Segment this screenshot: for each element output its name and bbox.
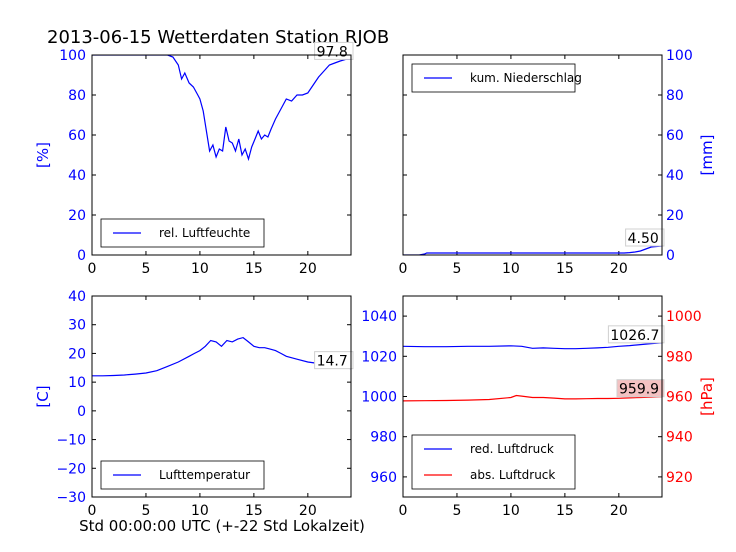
x-tick-label: 10 bbox=[502, 503, 520, 519]
legend-label: rel. Luftfeuchte bbox=[159, 226, 250, 240]
x-tick-label: 5 bbox=[452, 261, 461, 277]
chart-bottom-right: 0 5 10 15 20 960 980 1000 1020 1040 920 940 960 980 10… bbox=[361, 295, 716, 519]
chart-bottom-left: 0 5 10 15 20 −30 −20 −10 0 10 20 30 40 [C] 14.7 Lufttem… bbox=[34, 289, 354, 519]
y-tick-label: 20 bbox=[68, 346, 86, 362]
series-line-kum-niederschlag bbox=[403, 245, 662, 255]
y-axis-label: [mm] bbox=[698, 135, 716, 176]
y-left-tick-label: 1040 bbox=[361, 309, 397, 325]
series-line-rel-luftfeuchte bbox=[92, 55, 351, 162]
legend-label: red. Luftdruck bbox=[470, 442, 554, 456]
x-tick-label: 5 bbox=[141, 261, 150, 277]
y-left-tick-label: 980 bbox=[370, 430, 397, 446]
y-tick-label: 30 bbox=[68, 318, 86, 334]
y-tick-label: 0 bbox=[666, 248, 675, 264]
y-axis-label: [%] bbox=[34, 142, 52, 168]
series-line-abs-luftdruck bbox=[403, 394, 662, 402]
y-tick-label: 40 bbox=[666, 168, 684, 184]
x-tick-label: 0 bbox=[399, 261, 408, 277]
series-line-lufttemperatur bbox=[92, 336, 351, 377]
chart-top-left: 0 5 10 15 20 0 20 40 60 80 100 [%] 97.8 rel. Luftfeuc… bbox=[34, 41, 354, 277]
x-tick-label: 5 bbox=[141, 503, 150, 519]
y-tick-label: −20 bbox=[56, 461, 86, 477]
annotation-box bbox=[607, 325, 665, 344]
y-tick-label: 40 bbox=[68, 168, 86, 184]
legend-label: kum. Niederschlag bbox=[470, 71, 582, 85]
x-tick-label: 10 bbox=[191, 503, 209, 519]
y-right-tick-label: 980 bbox=[666, 349, 693, 365]
annotation-label: 1026.7 bbox=[610, 328, 659, 344]
legend-label: Lufttemperatur bbox=[159, 468, 250, 482]
x-tick-label: 20 bbox=[610, 503, 628, 519]
y-tick-label: 20 bbox=[666, 208, 684, 224]
y-tick-label: 60 bbox=[666, 128, 684, 144]
x-tick-label: 0 bbox=[399, 503, 408, 519]
legend-box bbox=[411, 434, 576, 490]
annotation-label: 14.7 bbox=[317, 354, 348, 370]
y-tick-label: 100 bbox=[59, 48, 86, 64]
annotation-box bbox=[625, 228, 665, 247]
y-tick-label: 20 bbox=[68, 208, 86, 224]
axes-frame bbox=[402, 295, 663, 498]
y-tick-label: 100 bbox=[666, 48, 693, 64]
legend-label: abs. Luftdruck bbox=[470, 468, 555, 482]
annotation-label: 959.9 bbox=[619, 382, 659, 398]
annotation-label: 4.50 bbox=[628, 231, 659, 247]
x-tick-label: 15 bbox=[556, 503, 574, 519]
annotation-box bbox=[616, 379, 665, 398]
y-left-tick-label: 960 bbox=[370, 470, 397, 486]
y-tick-label: 40 bbox=[68, 289, 86, 305]
figure-title: 2013-06-15 Wetterdaten Station RJOB bbox=[47, 27, 389, 48]
chart-top-right: 0 5 10 15 20 0 20 40 60 80 100 [mm] 4.50 kum. Nieders… bbox=[399, 48, 716, 277]
y-tick-label: 0 bbox=[77, 248, 86, 264]
y-axis-label: [C] bbox=[34, 385, 52, 407]
axes-frame bbox=[402, 54, 663, 256]
y-tick-label: 80 bbox=[68, 88, 86, 104]
y-tick-label: 80 bbox=[666, 88, 684, 104]
x-tick-label: 15 bbox=[556, 261, 574, 277]
y-tick-label: −10 bbox=[56, 433, 86, 449]
x-tick-label: 20 bbox=[299, 503, 317, 519]
y-left-tick-label: 1020 bbox=[361, 349, 397, 365]
x-tick-label: 10 bbox=[191, 261, 209, 277]
axes-frame bbox=[91, 295, 352, 498]
y-right-tick-label: 960 bbox=[666, 390, 693, 406]
x-tick-label: 0 bbox=[88, 261, 97, 277]
y-tick-label: 10 bbox=[68, 375, 86, 391]
x-tick-label: 20 bbox=[299, 261, 317, 277]
x-tick-label: 10 bbox=[502, 261, 520, 277]
y-right-tick-label: 940 bbox=[666, 430, 693, 446]
y-left-tick-label: 1000 bbox=[361, 390, 397, 406]
y-tick-label: −30 bbox=[56, 490, 86, 506]
annotation-label: 97.8 bbox=[317, 44, 348, 60]
x-tick-label: 15 bbox=[245, 261, 263, 277]
x-axis-label: Std 00:00:00 UTC (+-22 Std Lokalzeit) bbox=[79, 517, 365, 535]
x-tick-label: 5 bbox=[452, 503, 461, 519]
axes-frame bbox=[91, 54, 352, 256]
y-right-tick-label: 1000 bbox=[666, 309, 702, 325]
y-tick-label: 0 bbox=[77, 404, 86, 420]
x-tick-label: 20 bbox=[610, 261, 628, 277]
y-tick-label: 60 bbox=[68, 128, 86, 144]
x-tick-label: 15 bbox=[245, 503, 263, 519]
x-tick-label: 0 bbox=[88, 503, 97, 519]
annotation-box bbox=[314, 351, 354, 370]
y-right-tick-label: 920 bbox=[666, 470, 693, 486]
y-axis-label: [hPa] bbox=[698, 377, 716, 416]
series-line-red-luftdruck bbox=[403, 342, 662, 350]
